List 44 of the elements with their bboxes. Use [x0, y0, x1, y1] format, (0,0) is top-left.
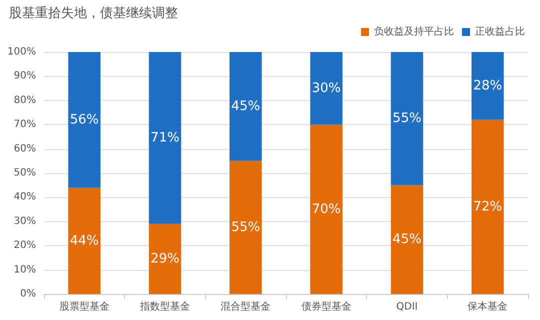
- text: 30%: [312, 80, 341, 96]
- text: 55%: [392, 111, 422, 126]
- x-tick-label: QDII: [396, 302, 418, 312]
- legend-label: 正收益占比: [475, 26, 525, 38]
- y-tick-label: 50%: [14, 168, 36, 178]
- bar: [230, 160, 262, 294]
- x-tick-label: 保本基金: [468, 300, 508, 312]
- chart-title: 股基重拾失地，债基继续调整: [9, 6, 178, 21]
- bar: [68, 188, 100, 294]
- text: 44%: [70, 233, 99, 248]
- y-tick-label: 20%: [14, 240, 36, 252]
- text: 56%: [70, 112, 99, 128]
- bar: [310, 52, 342, 125]
- y-tick-label: 30%: [14, 216, 36, 227]
- text: 72%: [473, 199, 502, 214]
- y-tick-label: 60%: [14, 143, 36, 154]
- y-tick-label: 70%: [14, 119, 36, 130]
- bar: [68, 52, 100, 188]
- bar: [472, 120, 504, 294]
- bar: [390, 52, 424, 186]
- bar: [148, 224, 182, 294]
- legend-label: 负收益及持平占比: [374, 26, 454, 38]
- bar: [472, 52, 504, 120]
- y-tick-label: 10%: [14, 264, 36, 276]
- x-tick-label: 债券型基金: [301, 300, 352, 312]
- y-tick-label: 100%: [7, 46, 36, 58]
- text: 71%: [150, 130, 180, 146]
- text: 28%: [473, 78, 502, 94]
- text: 70%: [312, 202, 341, 217]
- text: 29%: [150, 251, 180, 266]
- x-tick-label: 指数型基金: [139, 300, 190, 312]
- y-tick-label: 90%: [14, 70, 36, 82]
- bar: [148, 52, 182, 224]
- x-tick-label: 混合型基金: [220, 300, 271, 312]
- x-tick-label: 股票型基金: [59, 300, 110, 312]
- y-tick-label: 40%: [14, 192, 36, 203]
- text: 55%: [231, 220, 260, 235]
- y-tick-label: 80%: [14, 94, 36, 106]
- text: 45%: [392, 232, 422, 248]
- y-tick-label: 0%: [20, 288, 36, 300]
- bar: [390, 185, 424, 294]
- bar: [310, 124, 342, 294]
- bar: [230, 52, 262, 161]
- text: 45%: [231, 98, 260, 114]
